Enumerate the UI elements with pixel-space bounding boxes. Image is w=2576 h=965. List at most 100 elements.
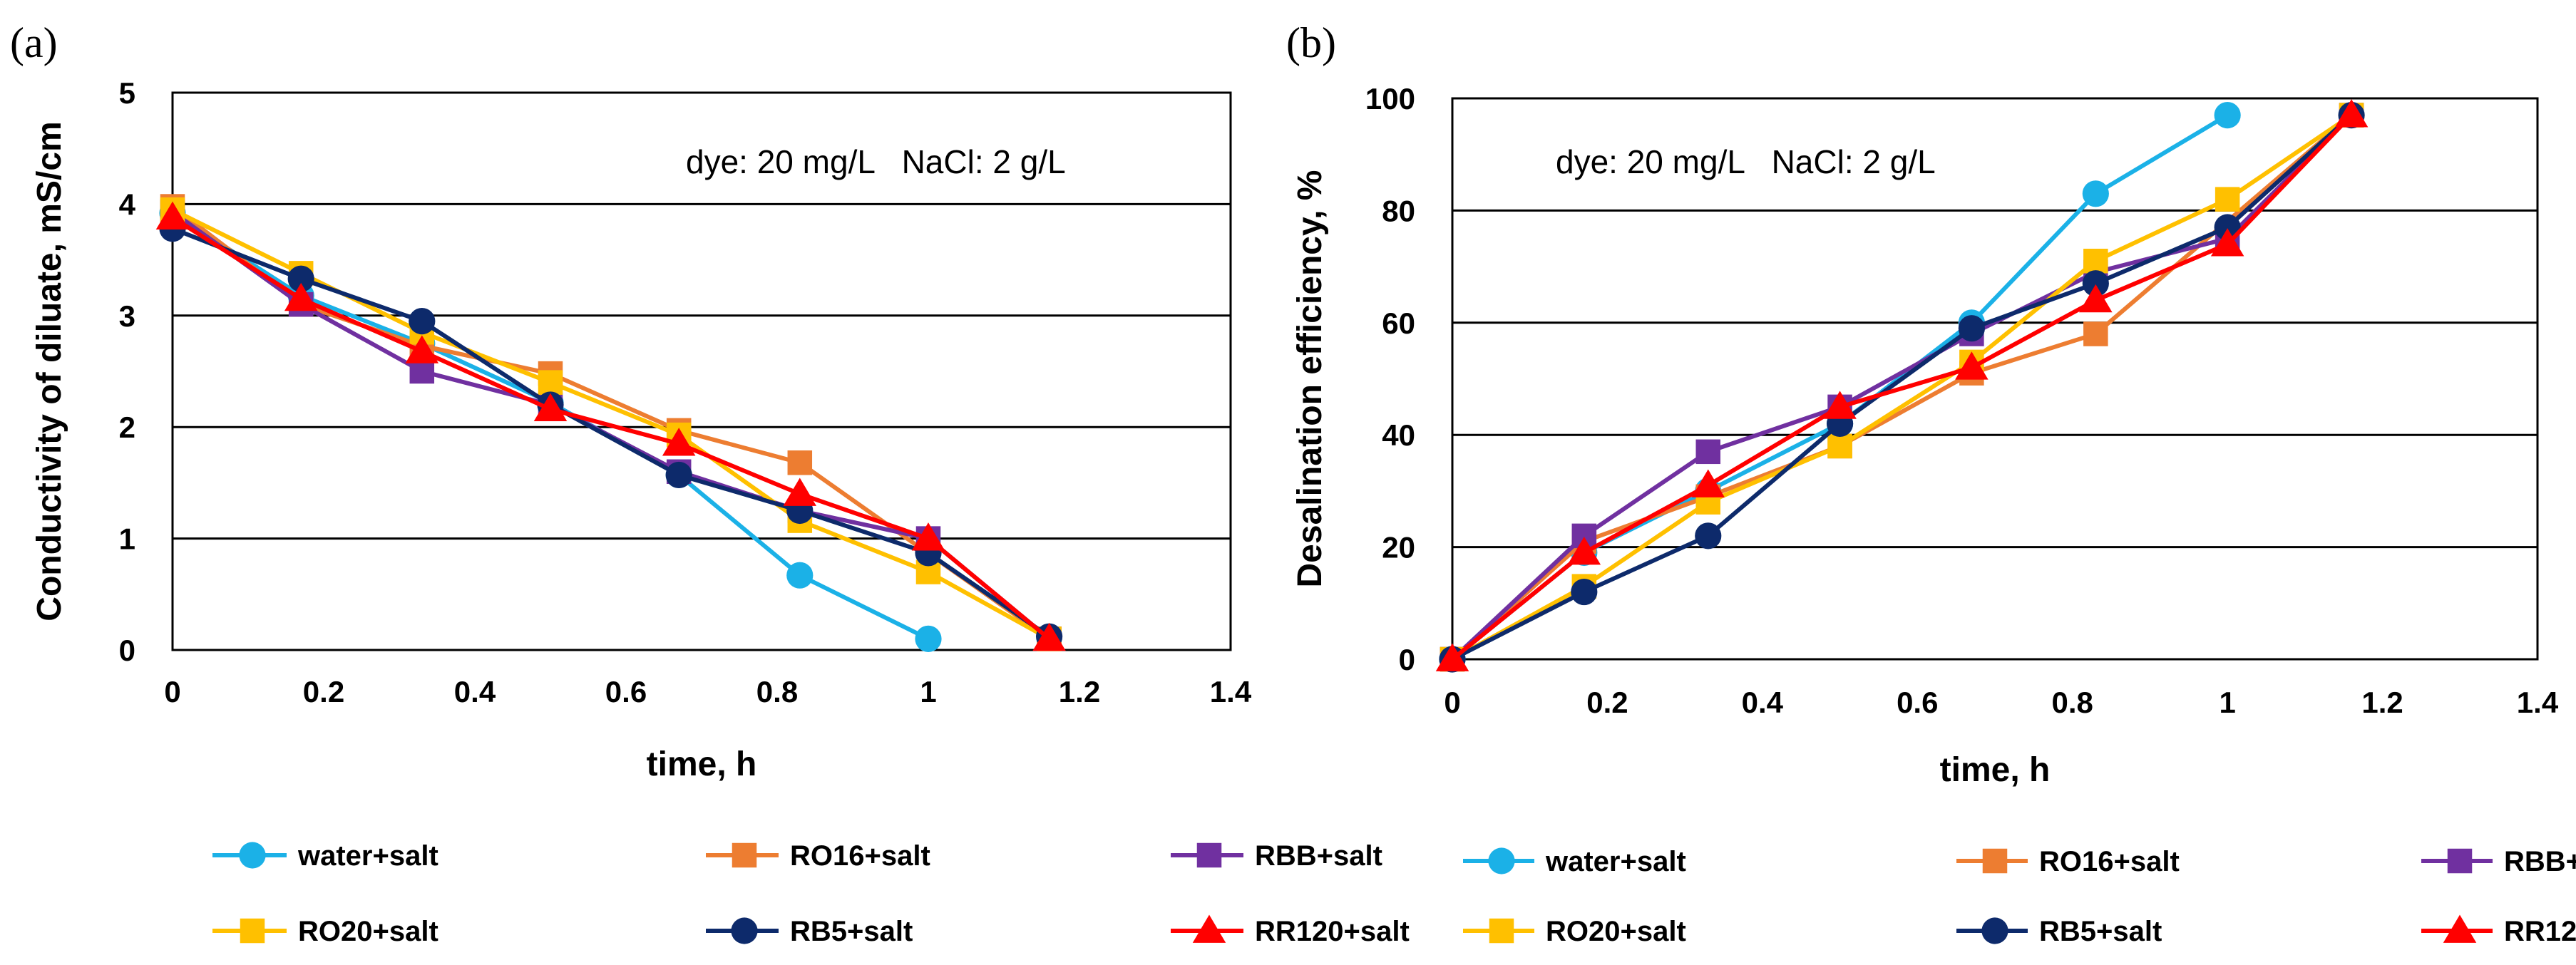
chart-a-ytick-label: 4 [119, 187, 136, 221]
chart-b-data-point-rr120-salt [1955, 351, 1989, 380]
chart-b-legend: water+salt RO16+salt RBB+salt RO20+salt RB5+… [1463, 846, 2576, 947]
chart-b-ytick-label: 0 [1399, 643, 1415, 676]
chart-a-xtick-label: 1.2 [1059, 675, 1100, 708]
chart-a-legend-label-ro16-salt: RO16+salt [790, 840, 930, 872]
chart-a-xtick-label: 0.4 [454, 675, 496, 708]
chart-b-data-point-rb5-salt [1571, 578, 1598, 606]
chart-b-legend-marker-ro20-salt [1489, 918, 1514, 944]
chart-b-data-point-water-salt [2082, 180, 2109, 207]
chart-a-xtick-label: 1 [920, 675, 936, 708]
chart-a-xtick-label: 0.8 [756, 675, 798, 708]
chart-a-data-point-rr120-salt [155, 201, 190, 230]
chart-a-xtick-label: 0.2 [303, 675, 344, 708]
chart-a-legend-label-rr120-salt: RR120+salt [1255, 916, 1410, 947]
chart-b-plot-area [1451, 97, 2539, 661]
chart-b-data-point-ro20-salt [2083, 248, 2108, 274]
chart-b-xtick-label: 0.2 [1586, 686, 1628, 719]
chart-a-legend-label-ro20-salt: RO20+salt [298, 916, 438, 947]
chart-b-y-axis-title: Desalination efficiency, % [1291, 170, 1329, 588]
chart-b-data-point-ro20-salt [1827, 433, 1852, 459]
chart-a-data-point-rr120-salt [533, 393, 568, 422]
chart-a-y-axis-title: Conductivity of diluate, mS/cm [31, 121, 68, 621]
chart-a-data-point-rr120-salt [405, 335, 439, 363]
chart-b-series-line-rbb-salt [1450, 113, 2354, 661]
chart-b-legend-marker-ro16-salt [1982, 848, 2008, 874]
chart-b-legend-marker-rbb-salt [2447, 848, 2473, 874]
chart-a-legend-marker-rbb-salt [1196, 842, 1222, 868]
chart-b-series-line-rb5-salt [1451, 113, 2354, 661]
chart-b-data-point-rr120-salt [2079, 284, 2113, 313]
chart-a-data-point-ro20-salt [538, 370, 563, 395]
chart-a-data-point-rr120-salt [911, 522, 945, 551]
chart-b-legend-label-rb5-salt: RB5+salt [2039, 916, 2162, 947]
chart-a-legend-label-rbb-salt: RBB+salt [1255, 840, 1382, 872]
chart-b-data-point-rb5-salt [2082, 270, 2109, 297]
chart-a-xtick-label: 1.4 [1210, 675, 1252, 708]
chart-a-xtick-label: 0.6 [605, 675, 647, 708]
chart-b-data-point-rr120-salt [2334, 99, 2369, 128]
chart-a-x-axis-title: time, h [647, 745, 757, 783]
chart-a-data-point-water-salt [915, 625, 942, 652]
chart-b-data-point-rbb-salt [1695, 439, 1721, 465]
chart-a: (a) 0 1 2 3 4 5 0 0.2 0.4 0.6 0.8 1 1.2 1.4 time, h Cond… [10, 19, 1410, 947]
chart-a-data-point-rr120-salt [1032, 622, 1066, 651]
chart-b-legend-label-water-salt: water+salt [1545, 846, 1686, 877]
chart-a-data-point-water-salt [786, 562, 814, 589]
chart-b-legend-label-rbb-salt: RBB+salt [2504, 846, 2576, 877]
chart-a-data-point-ro16-salt [787, 450, 813, 475]
chart-a-series-line-rr120-salt [171, 215, 1051, 641]
chart-b-series-line-ro20-salt [1451, 113, 2353, 661]
chart-a-legend-marker-rr120-salt [1192, 914, 1226, 943]
chart-a-data-point-rb5-salt [409, 308, 436, 335]
chart-b-data-point-rr120-salt [1435, 643, 1469, 671]
chart-a-legend-marker-ro20-salt [240, 918, 265, 944]
chart-a-legend-label-rb5-salt: RB5+salt [790, 916, 913, 947]
chart-b-data-point-rr120-salt [2210, 228, 2244, 257]
chart-a-legend-marker-water-salt [239, 842, 266, 869]
chart-a-ytick-label: 2 [119, 411, 135, 444]
chart-a-legend-label-water-salt: water+salt [297, 840, 438, 872]
chart-b-xtick-label: 1.2 [2361, 686, 2403, 719]
chart-b-legend-marker-rr120-salt [2443, 914, 2477, 943]
chart-b-xtick-label: 0.4 [1742, 686, 1784, 719]
chart-b-xtick-label: 1 [2219, 686, 2235, 719]
chart-b-ytick-label: 60 [1382, 306, 1415, 340]
chart-a-data-point-rb5-salt [665, 461, 692, 489]
chart-a-ytick-label: 1 [119, 522, 135, 556]
chart-a-xtick-label: 0 [164, 675, 180, 708]
chart-b-data-point-rb5-salt [1958, 315, 1985, 342]
chart-b: (b) 0 20 40 60 80 100 0 0.2 0.4 0.6 0.8 1 1.2 1.4 time,… [1286, 19, 2576, 947]
chart-b-panel-label: (b) [1286, 19, 1336, 66]
chart-a-ytick-label: 5 [119, 76, 135, 110]
chart-a-series-line-ro20-salt [171, 207, 1051, 641]
chart-b-ytick-label: 20 [1382, 531, 1415, 564]
chart-a-data-point-rr120-salt [284, 282, 318, 311]
chart-b-data-point-water-salt [2214, 102, 2241, 129]
chart-b-series-rr120-salt [1435, 99, 2369, 671]
chart-b-ytick-label: 80 [1382, 194, 1415, 227]
chart-a-data-point-rr120-salt [783, 478, 817, 506]
chart-a-data-point-rb5-salt [287, 265, 314, 292]
chart-b-legend-marker-rb5-salt [1981, 917, 2008, 944]
chart-b-legend-label-ro20-salt: RO20+salt [1546, 916, 1686, 947]
chart-b-ytick-label: 100 [1365, 82, 1415, 115]
chart-b-xtick-label: 0.6 [1897, 686, 1938, 719]
chart-b-series-rb5-salt [1439, 102, 2365, 673]
chart-a-series-line-rb5-salt [171, 227, 1051, 639]
chart-a-legend: water+salt RO16+salt RBB+salt RO20+salt RB5+… [212, 840, 1410, 947]
chart-b-legend-label-ro16-salt: RO16+salt [2039, 846, 2180, 877]
chart-b-xtick-label: 0 [1444, 686, 1460, 719]
chart-b-xtick-label: 0.8 [2052, 686, 2093, 719]
chart-b-xtick-label: 1.4 [2517, 686, 2559, 719]
chart-b-x-axis-title: time, h [1940, 751, 2051, 789]
chart-b-data-point-rr120-salt [1823, 391, 1857, 419]
chart-a-ytick-label: 3 [119, 299, 135, 333]
chart-b-data-point-rr120-salt [1567, 536, 1601, 565]
chart-b-data-point-rb5-salt [2214, 214, 2241, 241]
chart-a-legend-marker-ro16-salt [732, 842, 757, 868]
chart-b-data-point-ro20-salt [2215, 187, 2240, 212]
chart-a-panel-label: (a) [10, 19, 58, 66]
chart-b-legend-label-rr120-salt: RR120+salt [2504, 916, 2576, 947]
